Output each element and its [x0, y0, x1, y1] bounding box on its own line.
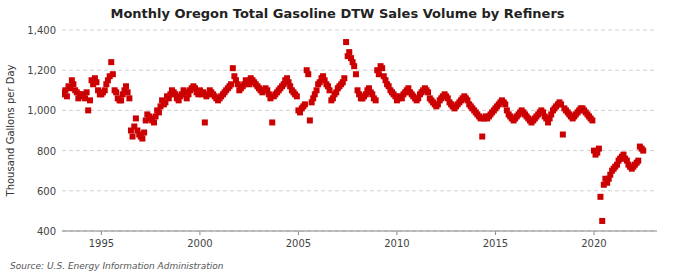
y-tick-label: 1,200 [27, 65, 56, 76]
point [139, 136, 145, 142]
point [108, 59, 114, 65]
point [85, 107, 91, 113]
grid-line [62, 231, 657, 232]
title: Monthly Oregon Total Gasoline DTW Sales … [110, 6, 564, 21]
point [302, 101, 308, 107]
point [64, 93, 70, 99]
x-tick-label: 2010 [384, 238, 409, 249]
point [294, 93, 300, 99]
y-tick-label: 800 [37, 146, 56, 157]
point [70, 81, 76, 87]
source-note: Source: U.S. Energy Information Administ… [10, 261, 224, 271]
point [353, 71, 359, 77]
point [343, 39, 349, 45]
point [635, 158, 641, 164]
x-tick-label: 2020 [581, 238, 606, 249]
point [373, 97, 379, 103]
y-axis: 400 600 800 1,000 1,200 1,400 [27, 25, 56, 237]
y-tick-label: 1,000 [27, 105, 56, 116]
x-tick [593, 231, 594, 235]
chart: Monthly Oregon Total Gasoline DTW Sales … [0, 0, 675, 275]
point [93, 79, 99, 85]
x-axis-line [62, 231, 657, 232]
point [640, 148, 646, 154]
point [425, 89, 431, 95]
x-axis: 1995 2000 2005 2010 2015 2020 [89, 231, 607, 249]
point [597, 194, 603, 200]
point [479, 134, 485, 140]
grid-line [62, 30, 657, 31]
y-tick-label: 400 [37, 226, 56, 237]
point [596, 146, 602, 152]
x-tick [199, 231, 200, 235]
x-tick-label: 2005 [286, 238, 311, 249]
point [156, 109, 162, 115]
point [113, 89, 119, 95]
point [305, 71, 311, 77]
grid-line [62, 70, 657, 71]
y-tick-label: 600 [37, 186, 56, 197]
point [599, 218, 605, 224]
point [351, 63, 357, 69]
grid-line [62, 150, 657, 151]
point [269, 119, 275, 125]
x-tick-label: 2000 [187, 238, 212, 249]
point [589, 117, 595, 123]
x-tick-label: 1995 [89, 238, 114, 249]
grid-line [62, 190, 657, 191]
point [118, 97, 124, 103]
point [346, 49, 352, 55]
x-tick-label: 2015 [483, 238, 508, 249]
point [110, 71, 116, 77]
points [62, 39, 646, 224]
point [125, 89, 131, 95]
point [130, 134, 136, 140]
point [379, 65, 385, 71]
point [230, 65, 236, 71]
point [314, 87, 320, 93]
point [123, 83, 129, 89]
point [341, 75, 347, 81]
point [560, 132, 566, 138]
point [141, 130, 147, 136]
point [202, 119, 208, 125]
y-axis-label: Thousand Gallons per Day [5, 64, 16, 197]
y-tick-label: 1,400 [27, 25, 56, 36]
x-tick [298, 231, 299, 235]
y-grid [62, 30, 657, 231]
point [87, 97, 93, 103]
x-tick [101, 231, 102, 235]
point [307, 117, 313, 123]
x-tick [396, 231, 397, 235]
point [102, 87, 108, 93]
point [126, 95, 132, 101]
x-tick [495, 231, 496, 235]
point [84, 89, 90, 95]
point [151, 119, 157, 125]
point [502, 101, 508, 107]
point [133, 115, 139, 121]
